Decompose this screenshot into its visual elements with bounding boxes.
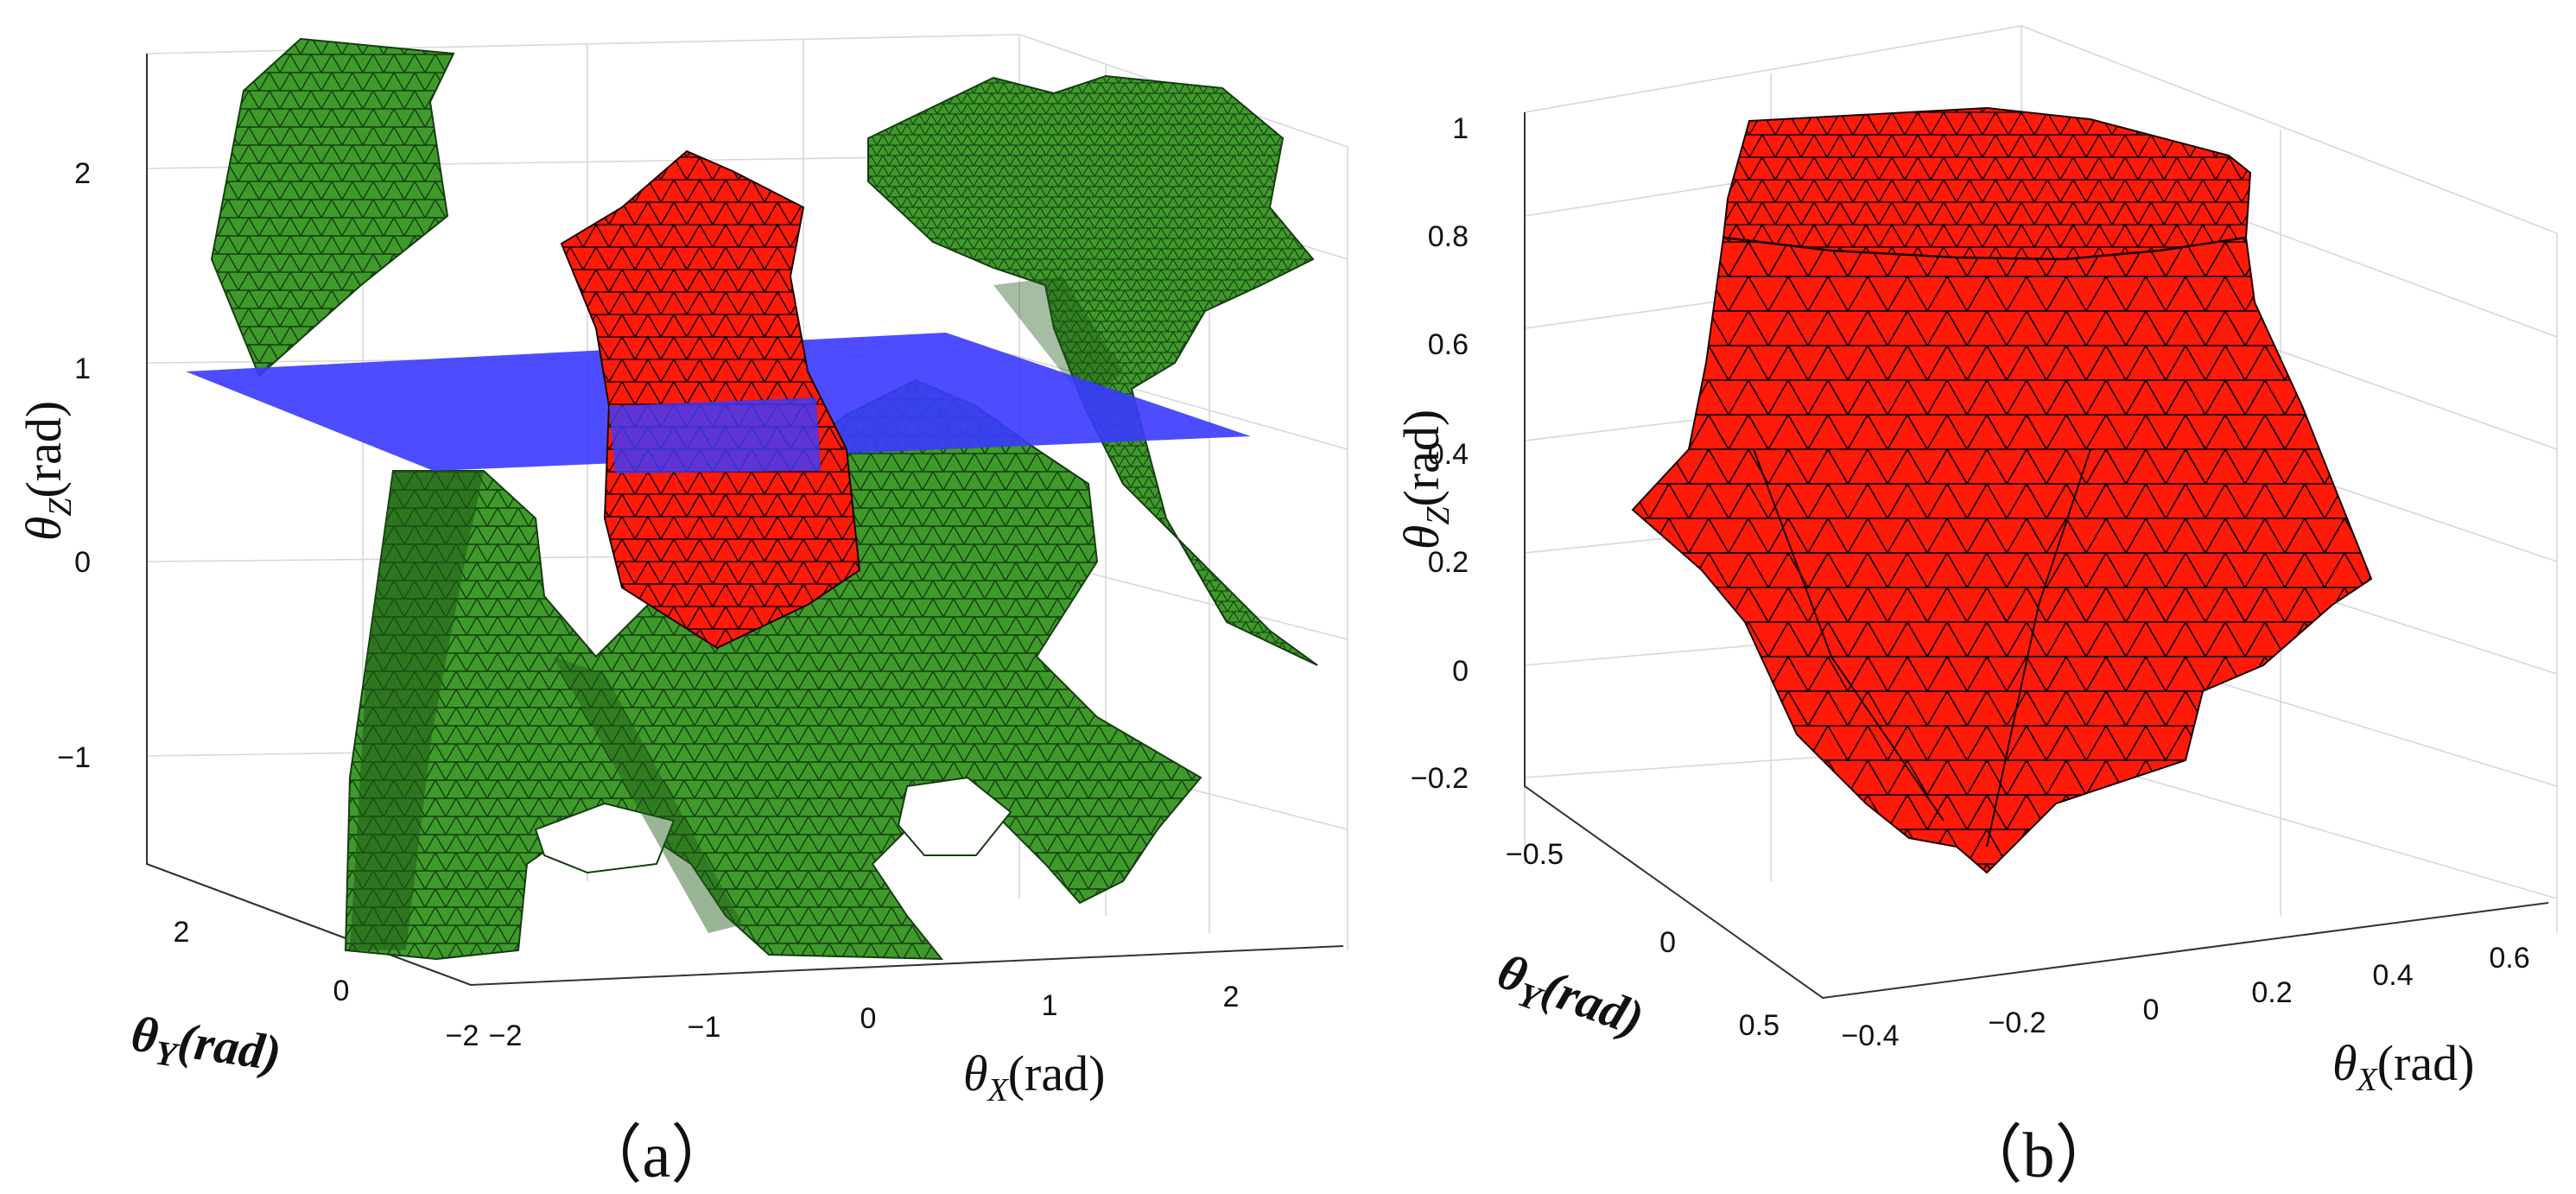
panel-b: 1 0.8 0.6 0.4 0.2 0 −0.2 −0.4 −0.2 0 0.2… bbox=[1393, 25, 2558, 1191]
y-tick: −2 bbox=[446, 1019, 479, 1052]
panel-a-red-series bbox=[560, 149, 861, 650]
x-tick: 2 bbox=[1223, 981, 1240, 1013]
panel-a-x-ticks: −2 −1 0 1 2 bbox=[489, 981, 1240, 1052]
panel-a-green-series bbox=[210, 37, 1318, 961]
panel-b-x-ticks: −0.4 −0.2 0 0.2 0.4 0.6 bbox=[1841, 942, 2529, 1052]
panel-b-y-label: θY(rad) bbox=[1488, 943, 1651, 1053]
z-tick: 0 bbox=[1452, 655, 1469, 688]
panel-b-z-label: θZ(rad) bbox=[1393, 410, 1456, 549]
panel-a-y-ticks: −2 0 2 bbox=[174, 916, 479, 1052]
panel-a-axes bbox=[146, 54, 1344, 987]
panel-b-x-label: θX(rad) bbox=[2332, 1035, 2474, 1098]
panel-b-y-ticks: −0.5 0 0.5 bbox=[1506, 838, 1780, 1042]
y-tick: 2 bbox=[174, 916, 190, 949]
y-tick: 0 bbox=[333, 975, 350, 1007]
z-tick: 0.4 bbox=[1428, 438, 1469, 471]
z-tick: 0 bbox=[74, 546, 91, 579]
x-tick: 0.4 bbox=[2372, 959, 2413, 992]
x-tick: 0.2 bbox=[2251, 976, 2292, 1009]
x-tick: −0.2 bbox=[1988, 1007, 2046, 1039]
x-tick: 1 bbox=[1042, 989, 1058, 1022]
panel-a-x-label: θX(rad) bbox=[963, 1045, 1105, 1108]
x-tick: −2 bbox=[489, 1019, 523, 1052]
panel-b-red-series bbox=[1631, 106, 2373, 874]
y-tick: 0 bbox=[1659, 926, 1676, 959]
y-tick: 0.5 bbox=[1739, 1009, 1780, 1042]
panel-a-z-ticks: 2 1 0 −1 bbox=[57, 157, 91, 774]
x-tick: 0.6 bbox=[2489, 942, 2529, 975]
z-tick: 2 bbox=[74, 157, 91, 190]
panel-a: 2 1 0 −1 −2 −1 0 1 2 −2 0 2 θZ(rad) θY(r… bbox=[16, 34, 1348, 1191]
z-tick: −1 bbox=[57, 741, 91, 774]
x-tick: −0.4 bbox=[1841, 1019, 1899, 1052]
panel-a-label: （a） bbox=[579, 1121, 735, 1191]
z-tick: −0.2 bbox=[1411, 762, 1469, 795]
panel-b-axes bbox=[1524, 112, 2549, 1000]
x-tick: −1 bbox=[688, 1011, 721, 1044]
z-tick: 0.6 bbox=[1428, 328, 1469, 361]
z-tick: 1 bbox=[74, 352, 91, 385]
panel-b-label: （b） bbox=[1959, 1121, 2119, 1191]
x-tick: 0 bbox=[860, 1002, 877, 1035]
x-tick: 0 bbox=[2143, 994, 2160, 1026]
y-tick: −0.5 bbox=[1506, 838, 1564, 871]
z-tick: 0.8 bbox=[1428, 220, 1469, 253]
panel-b-z-ticks: 1 0.8 0.6 0.4 0.2 0 −0.2 bbox=[1411, 112, 1469, 795]
z-tick: 0.2 bbox=[1428, 546, 1469, 579]
panel-a-y-label: θY(rad) bbox=[127, 1006, 284, 1089]
z-tick: 1 bbox=[1452, 112, 1469, 145]
panel-a-z-label: θZ(rad) bbox=[16, 401, 79, 541]
